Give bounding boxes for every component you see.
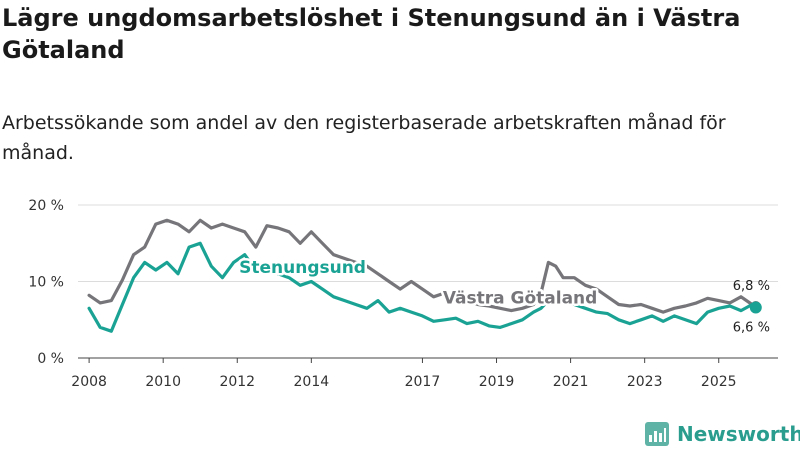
end-label-vastra-gotaland: 6,8 % — [733, 279, 770, 294]
end-marker-stenungsund — [749, 301, 762, 314]
x-tick-label: 2010 — [145, 374, 181, 390]
gridlines: 0 % 10 % 20 % — [28, 198, 778, 367]
chart-title: Lägre ungdomsarbetslöshet i Stenungsund … — [2, 4, 741, 64]
x-tick-label: 2017 — [405, 374, 441, 390]
series-labels: 6,8 % 6,6 % Stenungsund Västra Götaland — [237, 256, 770, 336]
y-tick-label: 0 % — [37, 351, 64, 367]
y-tick-label: 10 % — [28, 275, 64, 291]
line-chart: 0 % 10 % 20 % 2008 2010 2012 2014 2017 2019 2021… — [28, 198, 778, 390]
series-label-stenungsund: Stenungsund — [239, 258, 366, 278]
x-tick-label: 2021 — [553, 374, 589, 390]
end-label-stenungsund: 6,6 % — [733, 321, 770, 336]
series-label-vastra-gotaland: Västra Götaland — [443, 289, 598, 309]
x-tick-label: 2008 — [71, 374, 107, 390]
x-tick-label: 2023 — [627, 374, 663, 390]
x-tick-label: 2025 — [701, 374, 737, 390]
x-tick-label: 2014 — [294, 374, 330, 390]
newsworthy-logo: Newsworthy — [645, 420, 800, 448]
bar-chart-icon — [645, 422, 669, 446]
series-lines — [87, 218, 758, 333]
chart-subtitle: Arbetssökande som andel av den registerb… — [2, 112, 726, 164]
brand-name: Newsworthy — [677, 422, 800, 446]
series-line-stenungsund — [87, 241, 758, 333]
x-tick-label: 2019 — [479, 374, 515, 390]
x-tick-label: 2012 — [219, 374, 255, 390]
series-line-vastra-gotaland — [87, 218, 758, 314]
y-tick-label: 20 % — [28, 198, 64, 214]
x-axis: 2008 2010 2012 2014 2017 2019 2021 2023 2025 — [71, 357, 778, 390]
